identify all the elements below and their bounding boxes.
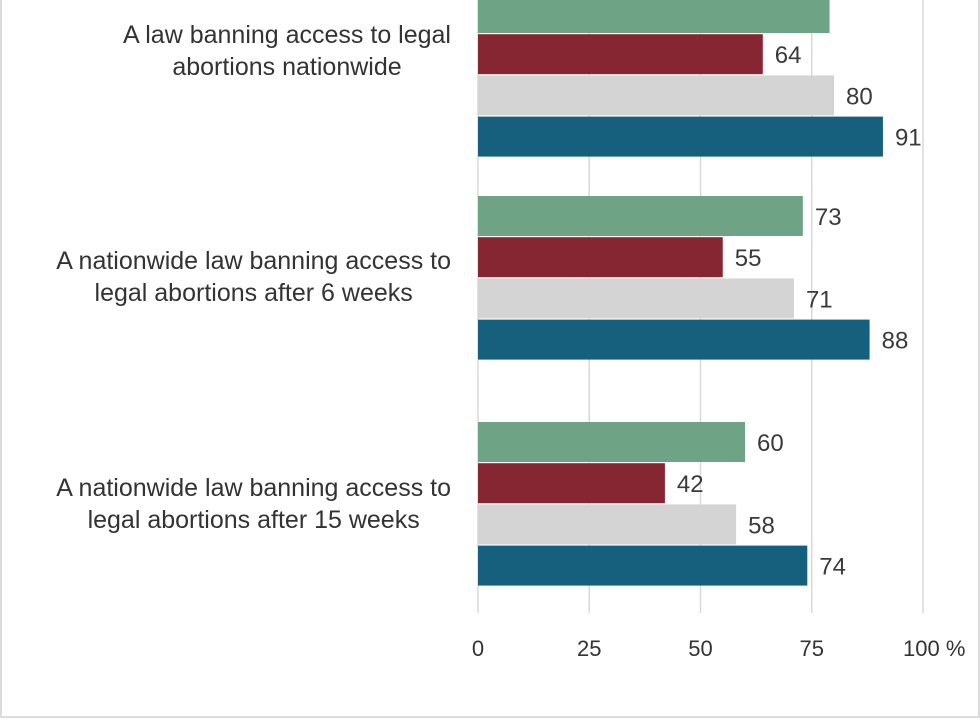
value-label: 58	[748, 512, 775, 539]
bar-g3-s4	[478, 545, 808, 586]
value-label: 60	[757, 430, 784, 457]
x-tick-label: 100 %	[903, 636, 965, 661]
value-label: 73	[815, 204, 842, 231]
bar-g2-s2	[478, 237, 723, 278]
value-label: 88	[882, 328, 909, 355]
x-axis-ticks: 0 25 50 75 100 %	[472, 636, 966, 661]
x-tick-label: 75	[800, 636, 824, 661]
category-labels: A law banning access to legal abortions n…	[56, 21, 451, 534]
category-label: A nationwide law banning access to	[56, 474, 451, 502]
bar-g1-s1	[478, 0, 830, 33]
bar-g1-s4	[478, 116, 883, 157]
bar-g2-s4	[478, 319, 870, 360]
bar-g2-s3	[478, 278, 794, 319]
category-label: abortions nationwide	[172, 53, 401, 81]
category-label: A nationwide law banning access to	[56, 247, 451, 275]
value-label: 80	[846, 83, 873, 110]
value-label: 42	[677, 471, 704, 498]
bar-g1-s3	[478, 75, 834, 116]
bars	[478, 0, 883, 586]
value-label: 55	[735, 245, 762, 272]
category-label: A law banning access to legal	[123, 21, 451, 49]
x-tick-label: 0	[472, 636, 484, 661]
bar-g2-s1	[478, 196, 803, 236]
category-label: legal abortions after 6 weeks	[95, 279, 413, 307]
value-label: 91	[895, 125, 922, 152]
value-label: 71	[806, 286, 833, 313]
value-labels: 64 80 91 73 55 71 88 60 42 58 74	[677, 42, 922, 580]
value-label: 74	[819, 554, 846, 581]
bar-g3-s1	[478, 422, 745, 462]
x-tick-label: 25	[577, 636, 601, 661]
bar-g1-s2	[478, 34, 763, 75]
bar-g3-s2	[478, 463, 665, 504]
x-tick-label: 50	[688, 636, 712, 661]
bar-g3-s3	[478, 504, 737, 545]
value-label: 64	[775, 42, 802, 69]
category-label: legal abortions after 15 weeks	[88, 506, 420, 534]
